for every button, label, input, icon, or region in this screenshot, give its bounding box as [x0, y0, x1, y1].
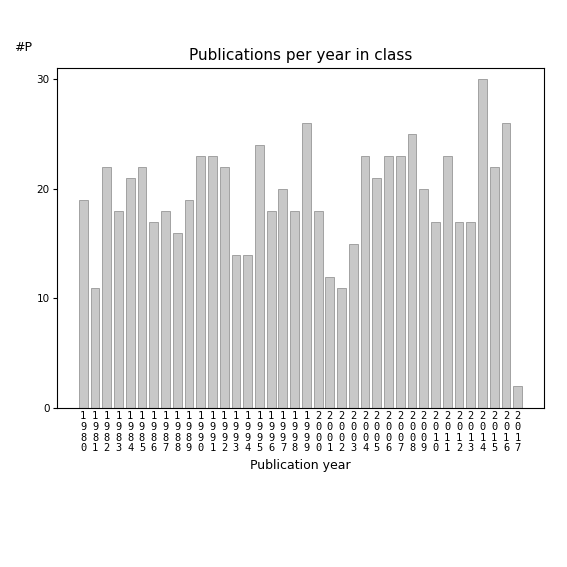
Bar: [337, 287, 346, 408]
Bar: [266, 211, 276, 408]
Bar: [443, 156, 452, 408]
Bar: [431, 222, 440, 408]
Y-axis label: #P: #P: [14, 41, 32, 54]
Bar: [184, 200, 193, 408]
Bar: [138, 167, 146, 408]
Bar: [231, 255, 240, 408]
Bar: [126, 178, 134, 408]
Bar: [325, 277, 335, 408]
Bar: [349, 244, 358, 408]
Bar: [103, 167, 111, 408]
Bar: [314, 211, 323, 408]
Bar: [173, 232, 181, 408]
Bar: [420, 189, 428, 408]
X-axis label: Publication year: Publication year: [250, 459, 351, 472]
Bar: [408, 134, 417, 408]
Bar: [290, 211, 299, 408]
Bar: [455, 222, 463, 408]
Bar: [467, 222, 475, 408]
Bar: [208, 156, 217, 408]
Bar: [396, 156, 405, 408]
Bar: [384, 156, 393, 408]
Bar: [513, 386, 522, 408]
Bar: [278, 189, 287, 408]
Bar: [243, 255, 252, 408]
Bar: [502, 123, 510, 408]
Bar: [255, 145, 264, 408]
Bar: [478, 79, 487, 408]
Bar: [302, 123, 311, 408]
Bar: [91, 287, 99, 408]
Bar: [373, 178, 381, 408]
Bar: [196, 156, 205, 408]
Title: Publications per year in class: Publications per year in class: [189, 48, 412, 63]
Bar: [114, 211, 123, 408]
Bar: [361, 156, 370, 408]
Bar: [490, 167, 498, 408]
Bar: [220, 167, 229, 408]
Bar: [79, 200, 88, 408]
Bar: [161, 211, 170, 408]
Bar: [149, 222, 158, 408]
